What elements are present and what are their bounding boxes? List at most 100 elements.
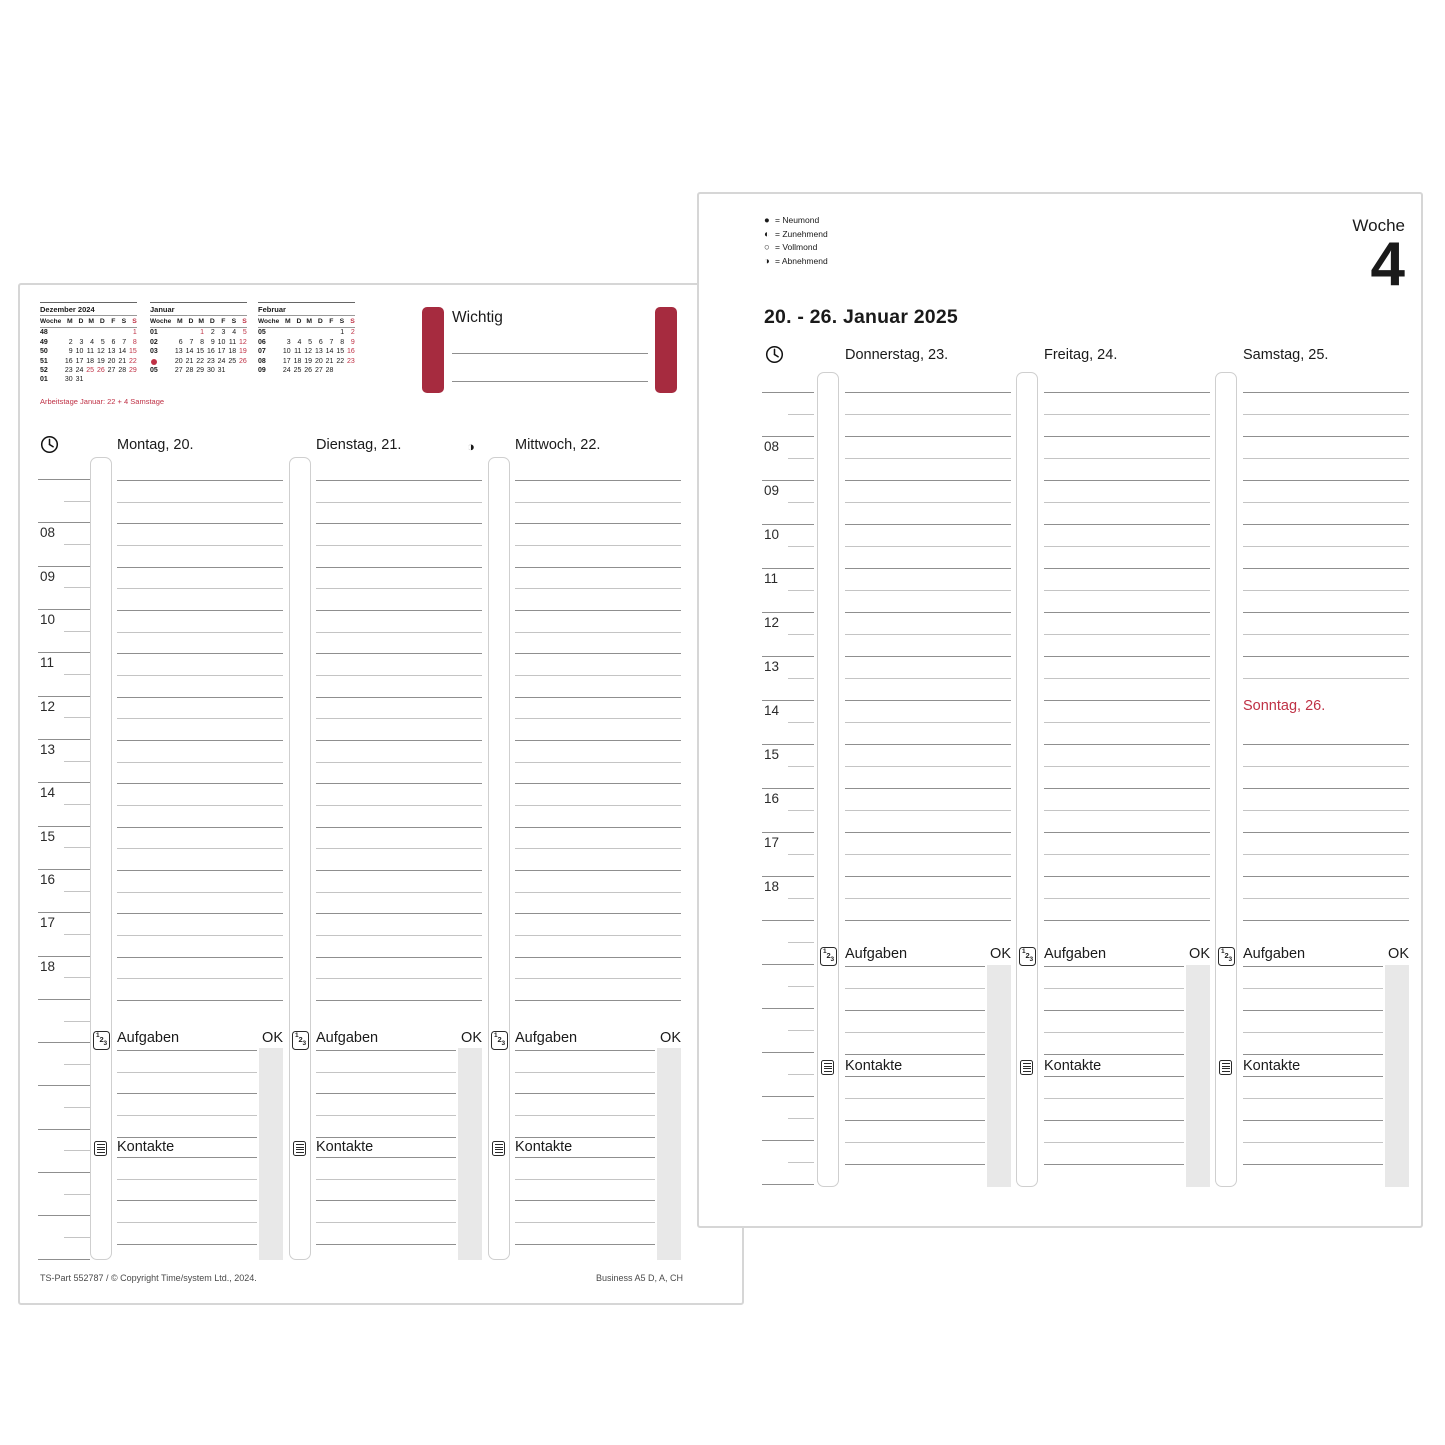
weekday-letter: M xyxy=(198,317,205,325)
contact-line xyxy=(845,1076,985,1077)
appointment-line xyxy=(845,414,1011,415)
moon-legend-row: ◐ = Zunehmend xyxy=(764,228,828,242)
tasks-icon-digit: 1 xyxy=(96,1032,100,1039)
calendar-day-number: 23 xyxy=(347,357,355,365)
appointment-line xyxy=(845,502,1011,503)
calendar-day-number: 7 xyxy=(122,338,127,346)
appointment-line xyxy=(515,696,681,698)
time-hour-line xyxy=(762,1008,814,1009)
weekday-letter: S xyxy=(231,317,237,325)
appointment-line xyxy=(117,480,283,481)
right-page: ● = Neumond ◐ = Zunehmend ○ = Vollmond ◑ = Abne… xyxy=(697,192,1423,1228)
tasks-icon-digit: 2 xyxy=(298,1035,303,1044)
current-week-dot xyxy=(150,357,172,366)
appointment-line xyxy=(845,832,1011,833)
day-header: Montag, 20. xyxy=(117,437,194,453)
task-line xyxy=(515,1071,655,1073)
time-hour-line xyxy=(762,832,814,833)
task-line xyxy=(845,1032,985,1033)
aufgaben-label: Aufgaben xyxy=(316,1030,379,1046)
calendar-day-number: 16 xyxy=(206,348,215,356)
time-hour-line xyxy=(38,825,90,827)
hour-label: 09 xyxy=(764,483,780,498)
appointment-line xyxy=(1044,810,1210,811)
calendar-day-number: 15 xyxy=(129,348,137,356)
calendar-day-number: 20 xyxy=(174,357,183,365)
appointment-line xyxy=(1044,436,1210,437)
contact-line xyxy=(117,1178,257,1180)
appointment-line xyxy=(1044,634,1210,635)
day-margin-bar xyxy=(1016,372,1038,1187)
weekday-letter: S xyxy=(132,317,137,325)
contact-line xyxy=(1243,1098,1383,1099)
mini-calendar-title: Februar xyxy=(258,303,355,316)
moon-legend-label: = Zunehmend xyxy=(775,228,828,239)
appointment-line xyxy=(117,999,283,1001)
moon-phase-legend: ● = Neumond ◐ = Zunehmend ○ = Vollmond ◑ = Abne… xyxy=(764,214,828,268)
calendar-day-number: 27 xyxy=(174,366,183,374)
contacts-list-icon xyxy=(821,1060,834,1075)
calendar-day-number: 8 xyxy=(340,338,345,346)
calendar-day-number: 24 xyxy=(282,366,291,374)
appointment-line xyxy=(316,761,482,763)
appointment-line xyxy=(1044,678,1210,679)
appointment-line xyxy=(845,678,1011,679)
time-half-hour-line xyxy=(64,760,90,762)
appointment-line xyxy=(845,744,1011,745)
contact-line xyxy=(1044,1142,1184,1143)
appointment-line xyxy=(845,656,1011,657)
calendar-day-number: 17 xyxy=(217,348,226,356)
appointment-line xyxy=(845,876,1011,877)
appointment-line xyxy=(316,631,482,633)
time-half-hour-line xyxy=(788,722,814,723)
calendar-day-number: 22 xyxy=(196,357,205,365)
appointment-line xyxy=(117,631,283,633)
time-half-hour-line xyxy=(64,803,90,805)
time-half-hour-line xyxy=(788,1162,814,1163)
time-hour-line xyxy=(762,480,814,481)
calendar-day-number: 26 xyxy=(239,357,247,365)
mini-calendar-week-row: 05 1 2 xyxy=(258,328,355,337)
contact-line xyxy=(515,1200,655,1202)
calendar-day-number xyxy=(291,328,302,337)
time-hour-line xyxy=(38,955,90,957)
appointment-line xyxy=(515,934,681,936)
calendar-day-number: 22 xyxy=(129,357,137,365)
contacts-icon-line xyxy=(494,1151,503,1153)
appointment-line xyxy=(1044,590,1210,591)
ok-column-bar xyxy=(987,965,1011,1187)
appointment-line xyxy=(1044,766,1210,767)
current-week-dot-icon xyxy=(151,358,157,365)
contact-line xyxy=(515,1221,655,1223)
calendar-day-number: 13 xyxy=(314,348,323,356)
appointment-line xyxy=(117,674,283,676)
appointment-line xyxy=(845,634,1011,635)
calendar-day-number: 29 xyxy=(196,366,205,374)
week-number: 06 xyxy=(258,338,266,346)
appointment-line xyxy=(1044,414,1210,415)
appointment-line xyxy=(316,891,482,893)
week-number: 07 xyxy=(258,348,266,356)
contacts-icon-line xyxy=(823,1068,832,1070)
calendar-day-number xyxy=(83,375,94,384)
calendar-day-number: 10 xyxy=(282,348,291,356)
task-line xyxy=(117,1114,257,1116)
appointment-line xyxy=(117,588,283,590)
time-half-hour-line xyxy=(64,500,90,502)
time-hour-line xyxy=(762,1052,814,1053)
week-number: 49 xyxy=(40,338,48,346)
time-hour-line xyxy=(762,964,814,965)
hour-label: 10 xyxy=(40,611,56,627)
time-hour-line xyxy=(38,868,90,870)
calendar-day-number: 9 xyxy=(68,348,73,356)
appointment-line xyxy=(1044,546,1210,547)
time-hour-line xyxy=(762,1184,814,1185)
mini-calendar-title: Dezember 2024 xyxy=(40,303,137,316)
calendar-day-number: 9 xyxy=(210,338,215,346)
contacts-icon-line xyxy=(1221,1065,1230,1067)
appointment-line xyxy=(316,501,482,503)
time-hour-line xyxy=(38,998,90,1000)
time-half-hour-line xyxy=(64,1237,90,1239)
appointment-line xyxy=(845,458,1011,459)
